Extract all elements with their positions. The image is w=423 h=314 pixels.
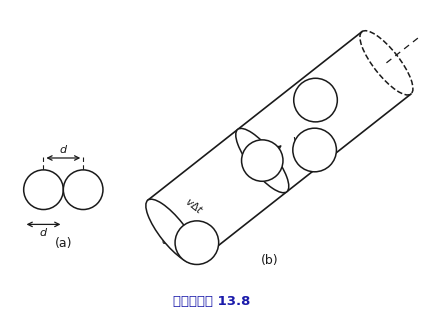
Circle shape [24, 170, 63, 209]
Text: d: d [251, 142, 258, 152]
Text: d: d [40, 228, 47, 238]
Circle shape [294, 78, 337, 122]
Text: चित्र 13.8: चित्र 13.8 [173, 295, 251, 308]
Text: $v\Delta t$: $v\Delta t$ [183, 195, 206, 216]
Ellipse shape [236, 128, 289, 193]
Circle shape [175, 221, 219, 264]
Text: (a): (a) [55, 237, 72, 250]
Text: v: v [292, 135, 299, 145]
Text: d: d [60, 145, 67, 155]
Text: (b): (b) [261, 254, 278, 267]
Circle shape [63, 170, 103, 209]
Ellipse shape [146, 199, 199, 263]
Circle shape [242, 140, 283, 181]
Text: d: d [161, 236, 168, 246]
Circle shape [293, 128, 336, 172]
